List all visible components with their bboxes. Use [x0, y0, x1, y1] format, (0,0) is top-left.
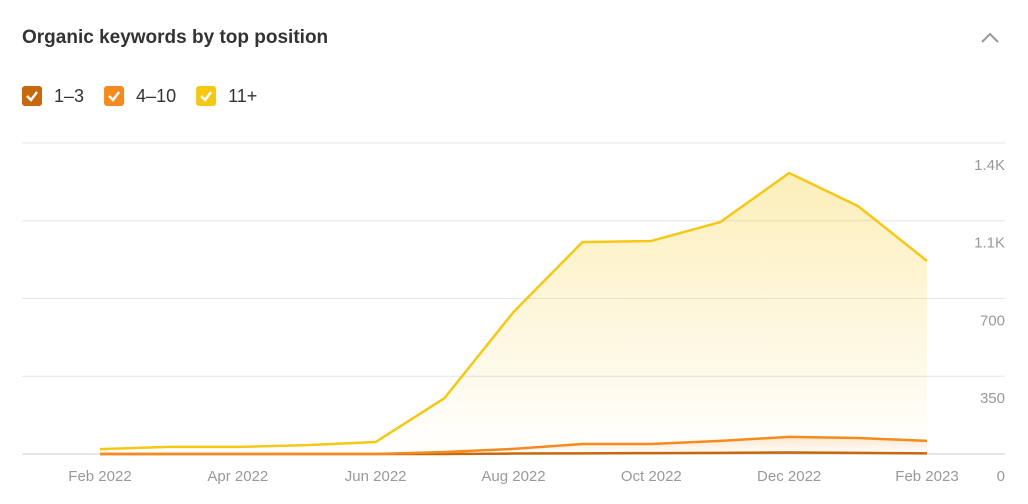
legend-label: 4–10 — [136, 86, 176, 106]
legend-check — [108, 91, 121, 102]
y-tick-label: 700 — [980, 312, 1005, 329]
x-tick-label: Feb 2023 — [895, 468, 958, 485]
y-tick-label: 350 — [980, 390, 1005, 407]
legend-item[interactable]: 4–10 — [104, 86, 176, 106]
x-tick-label: Apr 2022 — [207, 468, 268, 485]
x-tick-label: Aug 2022 — [481, 468, 545, 485]
series-line — [100, 435, 928, 456]
legend-checkbox — [104, 86, 125, 106]
series-line — [99, 171, 928, 451]
y-tick-label: 1.1K — [974, 235, 1005, 252]
legend-item[interactable]: 11+ — [196, 86, 257, 106]
x-tick-label: Jun 2022 — [345, 468, 407, 485]
legend-label: 11+ — [228, 86, 257, 106]
legend-check — [200, 91, 213, 102]
legend-checkbox — [196, 86, 217, 106]
x-tick-label: Dec 2022 — [757, 468, 821, 485]
legend-label: 1–3 — [54, 86, 84, 106]
chart-title: Organic keywords by top position — [22, 27, 328, 48]
legend-checkbox — [22, 86, 42, 106]
y-tick-label: 0 — [997, 468, 1005, 485]
legend-item[interactable]: 1–3 — [22, 86, 84, 106]
collapse-chevron[interactable] — [981, 32, 999, 43]
legend-check — [26, 91, 38, 102]
x-tick-label: Feb 2022 — [68, 468, 131, 485]
y-tick-label: 1.4K — [974, 157, 1005, 174]
x-tick-label: Oct 2022 — [621, 468, 682, 485]
